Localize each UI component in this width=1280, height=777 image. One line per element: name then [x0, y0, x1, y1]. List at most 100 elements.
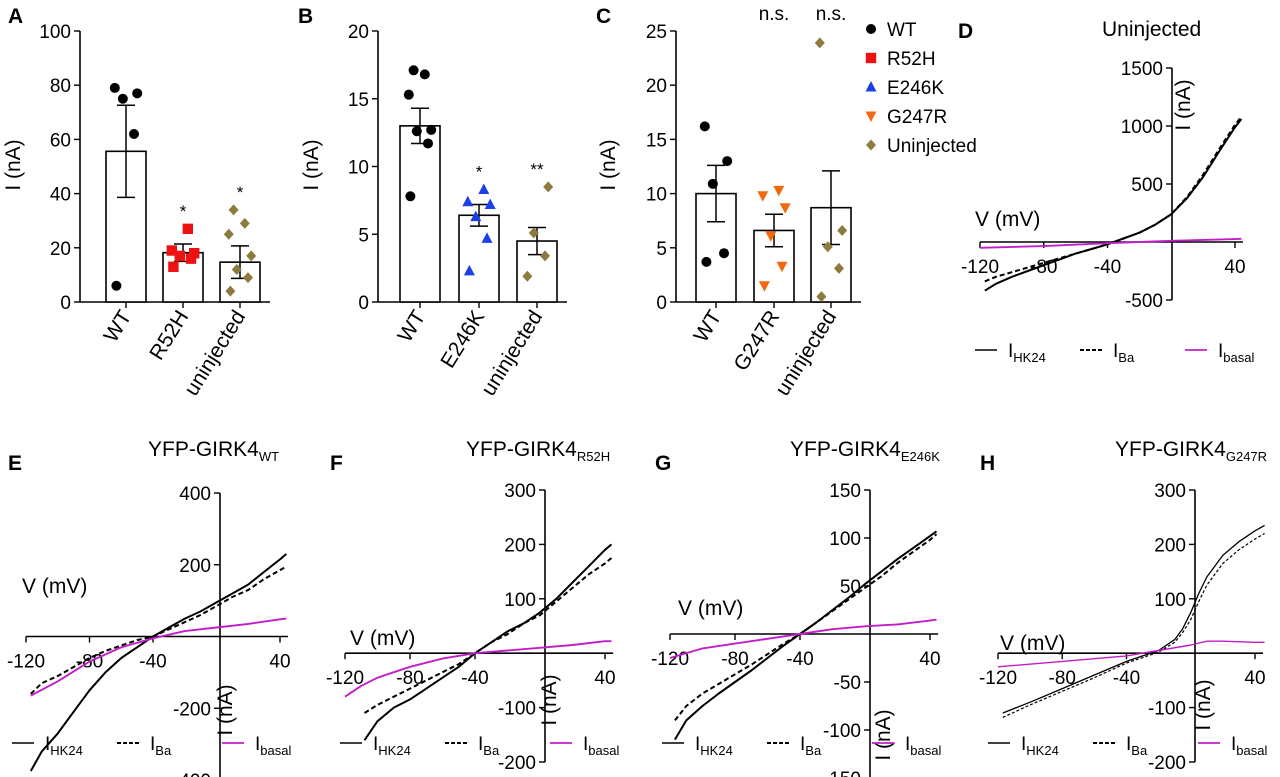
legend-label-main: I [800, 734, 805, 755]
data-point [481, 232, 493, 243]
y-tick-label: 200 [179, 556, 211, 577]
x-tick-label: 40 [269, 652, 290, 673]
legend-label-main: I [1231, 734, 1236, 755]
data-point [463, 264, 475, 276]
data-point [484, 198, 496, 209]
legend-label: Ibasal [1231, 734, 1267, 758]
panel-label-h: H [980, 452, 995, 475]
iv-legend: IHK24 IBa Ibasal [12, 734, 291, 758]
legend-label: IHK24 [1008, 341, 1046, 365]
data-point [231, 263, 242, 275]
x-axis-label: V (mV) [22, 575, 87, 598]
data-point [470, 210, 482, 222]
iv-series-ihk24 [1002, 524, 1265, 714]
legend-label-main: I [1113, 341, 1118, 362]
x-tick-label: -40 [139, 652, 166, 673]
legend-label-main: I [1021, 734, 1026, 755]
legend-label-main: I [695, 734, 700, 755]
data-point [722, 156, 733, 167]
panel-title-subscript: G247R [1226, 449, 1267, 464]
legend-marker-uninjected [866, 139, 876, 151]
data-point [822, 241, 833, 253]
y-tick-label: 10 [646, 185, 667, 206]
x-tick-label: E246K [436, 306, 489, 372]
y-tick-label: 100 [1154, 590, 1186, 611]
legend-label: IHK24 [373, 734, 411, 758]
iv-series-ibasal [344, 640, 612, 698]
y-tick-label: 300 [504, 481, 536, 502]
data-point [405, 191, 416, 202]
y-tick-label: 200 [1154, 535, 1186, 556]
data-point [239, 217, 250, 229]
legend-label: IBa [1113, 341, 1135, 365]
legend-label: IHK24 [1021, 734, 1059, 758]
legend-label-subscript: basal [910, 743, 941, 758]
panel-title-main: YFP-GIRK4 [466, 438, 577, 461]
x-tick-label: -120 [979, 668, 1017, 689]
legend-label-main: I [373, 734, 378, 755]
legend-label: IHK24 [695, 734, 733, 758]
x-tick-label: -80 [1049, 668, 1076, 689]
data-point [111, 280, 122, 291]
legend-label-subscript: HK24 [378, 743, 411, 758]
significance-marker: n.s. [759, 4, 790, 25]
data-point [225, 285, 236, 297]
legend-label-main: I [1126, 734, 1131, 755]
legend-label-subscript: HK24 [50, 743, 83, 758]
x-tick-label: -80 [721, 649, 748, 670]
y-tick-label: 150 [829, 481, 861, 502]
data-point [814, 37, 825, 49]
iv-series-ibasal [669, 618, 937, 659]
iv-series-ibasal [997, 640, 1265, 668]
y-tick-label: 60 [50, 130, 71, 151]
x-tick-label: -40 [461, 668, 488, 689]
legend-label: IBa [150, 734, 172, 758]
legend-label-main: I [583, 734, 588, 755]
data-point [109, 82, 120, 93]
x-tick-label: G247R [729, 306, 784, 375]
y-tick-label: -500 [1125, 291, 1163, 312]
data-point [411, 126, 422, 137]
x-tick-label: -120 [961, 257, 999, 278]
significance-marker: ** [530, 160, 544, 179]
legend-label-subscript: HK24 [1026, 743, 1059, 758]
panel-title: YFP-GIRK4E246K [790, 438, 940, 464]
data-point [185, 253, 197, 264]
x-axis-label: V (mV) [678, 597, 743, 620]
data-point [765, 231, 777, 242]
y-tick-label: -100 [823, 721, 861, 742]
panel-label-a: A [8, 5, 23, 28]
iv-series-iba [363, 557, 613, 714]
y-axis-label: I (nA) [872, 709, 895, 760]
data-point [168, 261, 179, 272]
x-tick-label: -120 [651, 649, 689, 670]
iv-series-ibasal [30, 617, 287, 697]
legend-label: Ibasal [1218, 341, 1254, 365]
legend-label-main: I [905, 734, 910, 755]
data-point [707, 178, 718, 189]
y-tick-label: -200 [1148, 753, 1186, 774]
iv-legend: IHK24 IBa Ibasal [662, 734, 941, 758]
legend-label-subscript: Ba [1131, 743, 1148, 758]
y-tick-label: 200 [504, 535, 536, 556]
legend-label-main: I [150, 734, 155, 755]
x-axis-label: V (mV) [1000, 632, 1065, 655]
legend-label: Uninjected [887, 136, 977, 157]
y-tick-label: 20 [646, 76, 667, 97]
data-point [757, 191, 769, 202]
data-point [701, 256, 712, 267]
y-tick-label: 0 [60, 293, 71, 314]
significance-marker: * [237, 183, 244, 202]
y-tick-label: -200 [498, 753, 536, 774]
data-point [478, 183, 490, 195]
bar-legend: WT R52H E246K G247R Uninjected [865, 20, 977, 157]
x-tick-label: 40 [919, 649, 940, 670]
legend-label: WT [887, 20, 917, 41]
data-point [816, 291, 827, 303]
legend-label: Ibasal [583, 734, 619, 758]
iv-series-iba [674, 533, 938, 722]
legend-label-subscript: basal [588, 743, 619, 758]
legend-label-subscript: basal [1236, 743, 1267, 758]
